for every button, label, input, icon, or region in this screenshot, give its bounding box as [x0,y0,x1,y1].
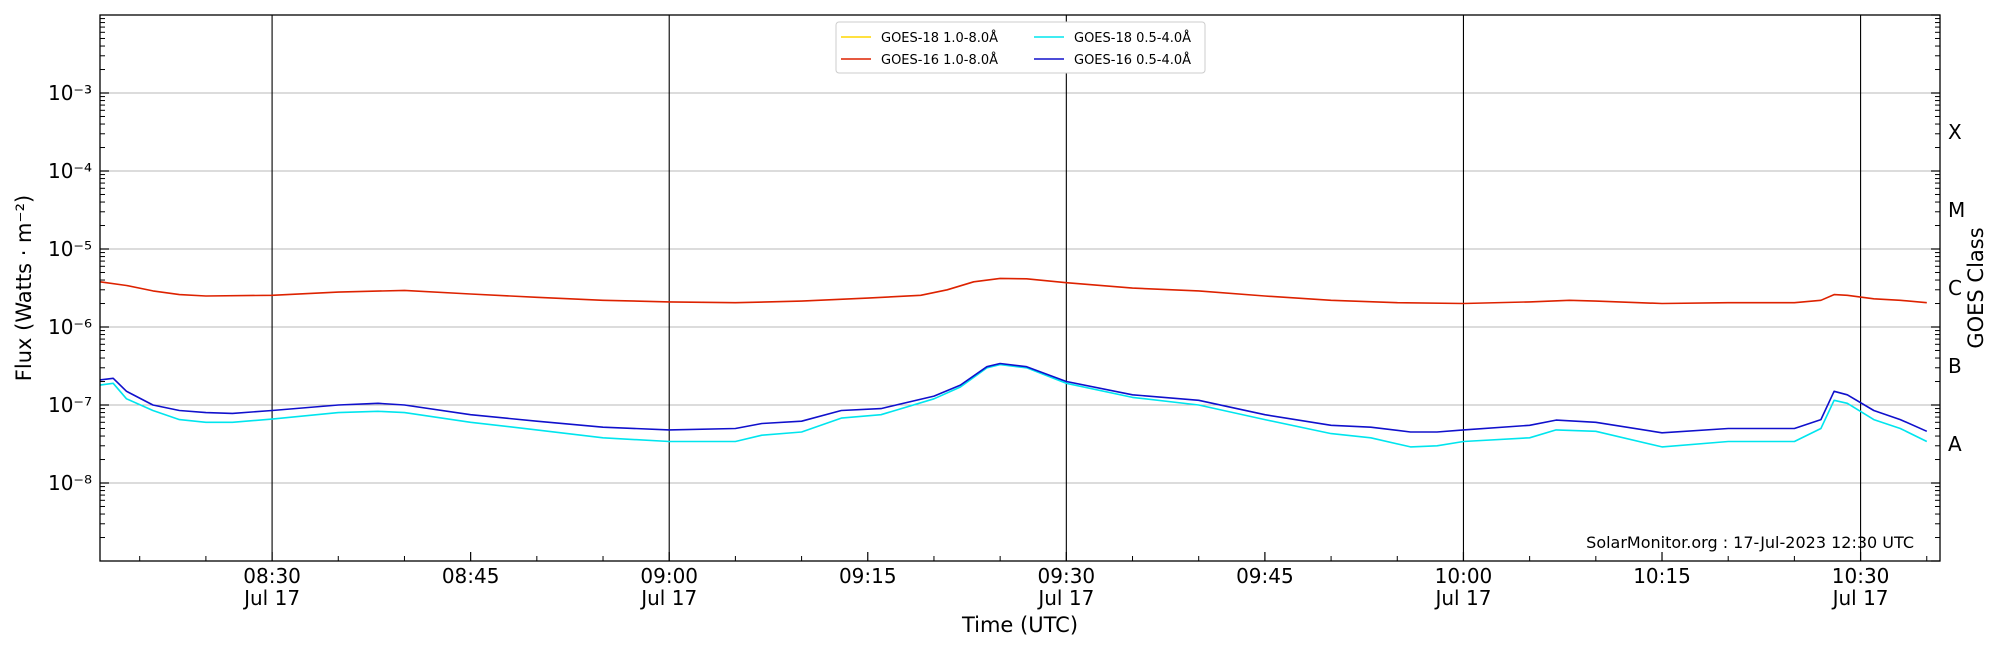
legend-label-goes18-long: GOES-18 1.0-8.0Å [881,30,998,46]
y-tick-label: 10⁻⁵ [48,237,92,261]
x-tick-label: 10:30 [1832,564,1890,588]
x-tick-sublabel: Jul 17 [1036,586,1094,610]
goes-class-x: X [1948,120,1962,144]
legend-label-goes18-short: GOES-18 0.5-4.0Å [1074,30,1191,46]
x-tick-sublabel: Jul 17 [639,586,697,610]
goes-class-b: B [1948,354,1962,378]
series-line-goes16-short [99,362,1928,434]
y-axis-title-right: GOES Class [1964,227,1988,348]
y-axis-title: Flux (Watts · m⁻²) [12,195,36,381]
credit-text: SolarMonitor.org : 17-Jul-2023 12:30 UTC [1586,533,1914,552]
x-tick-sublabel: Jul 17 [242,586,300,610]
x-tick-sublabel: Jul 17 [1831,586,1889,610]
x-axis-title: Time (UTC) [961,613,1078,637]
goes-class-c: C [1948,276,1962,300]
series-lines [99,277,1928,448]
y-tick-labels: 10⁻⁸ 10⁻⁷ 10⁻⁶ 10⁻⁵ 10⁻⁴ 10⁻³ [48,81,92,495]
goes-class-m: M [1948,198,1965,222]
y-tick-label: 10⁻⁶ [48,315,92,339]
legend-label-goes16-short: GOES-16 0.5-4.0Å [1074,52,1191,68]
day-marker-lines [271,15,1862,561]
legend: GOES-18 1.0-8.0Å GOES-16 1.0-8.0Å GOES-1… [835,21,1206,74]
goes-class-labels: A B C M X [1948,120,1965,456]
y-tick-label: 10⁻⁸ [48,471,92,495]
y-tick-label: 10⁻⁷ [48,393,92,417]
x-tick-label: 09:15 [839,564,897,588]
x-tick-label: 08:30 [243,564,301,588]
series-line-goes16-long [99,277,1927,305]
legend-box [835,21,1206,74]
x-tick-label: 10:15 [1633,564,1691,588]
x-tick-label: 09:00 [640,564,698,588]
goes-class-a: A [1948,432,1962,456]
y-tick-label: 10⁻³ [48,81,92,105]
x-tick-label: 10:00 [1435,564,1493,588]
x-tick-label: 09:45 [1236,564,1294,588]
series-line-goes18-short [99,363,1928,448]
x-tick-sublabel: Jul 17 [1433,586,1491,610]
y-tick-label: 10⁻⁴ [48,159,92,183]
plot-frame [99,14,1941,562]
x-tick-label: 08:45 [442,564,500,588]
axis-ticks [100,14,1940,562]
x-tick-label: 09:30 [1038,564,1096,588]
legend-label-goes16-long: GOES-16 1.0-8.0Å [881,52,998,68]
